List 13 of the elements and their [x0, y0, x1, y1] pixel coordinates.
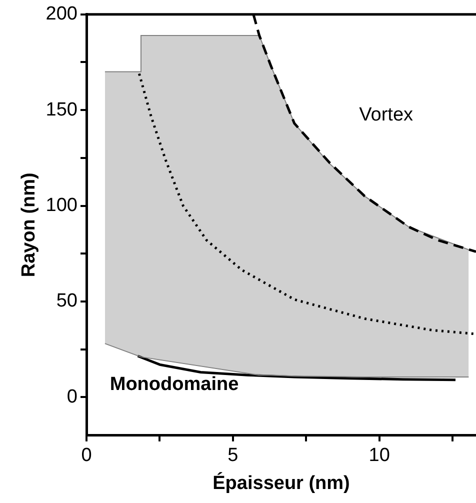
annotation: Vortex — [359, 104, 414, 126]
y-tick-label: 200 — [46, 4, 78, 25]
y-tick-label: 100 — [46, 195, 78, 216]
y-axis-title: Rayon (nm) — [18, 172, 40, 278]
x-tick-label: 5 — [228, 445, 238, 466]
x-tick-label: 0 — [81, 445, 92, 466]
x-tick-label: 10 — [368, 445, 390, 466]
x-axis-title: Épaisseur (nm) — [212, 472, 350, 494]
annotation: Monodomaine — [110, 374, 239, 396]
y-tick-label: 0 — [66, 386, 78, 408]
y-tick-label: 150 — [46, 99, 78, 120]
y-tick-label: 50 — [56, 290, 78, 312]
line-series — [138, 72, 476, 336]
